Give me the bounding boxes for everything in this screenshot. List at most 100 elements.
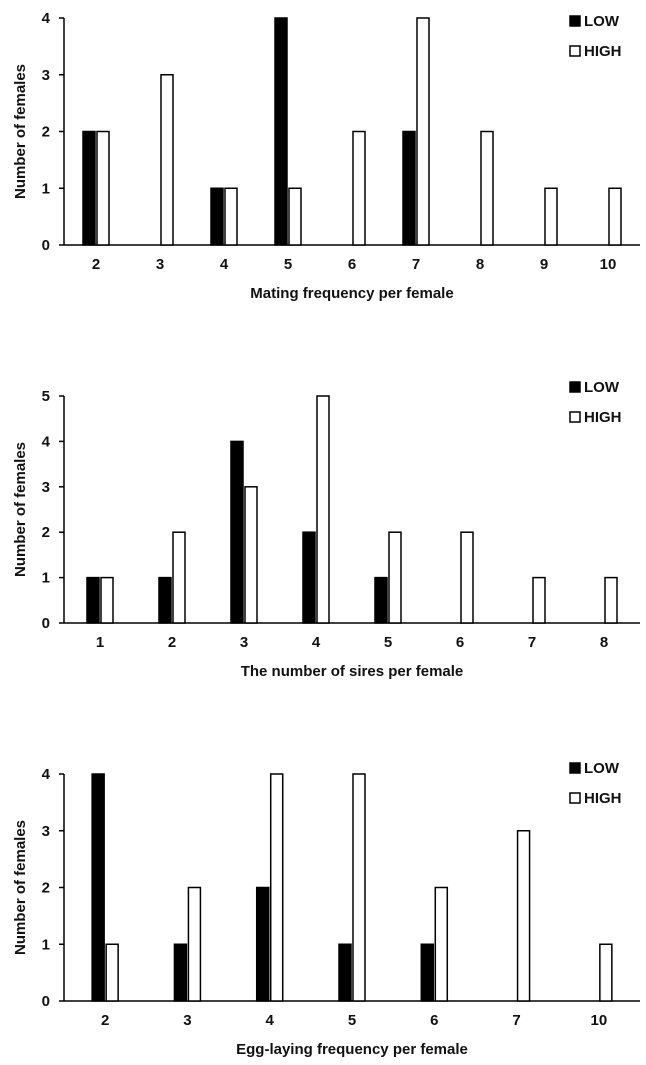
bar-high-3 [187, 886, 202, 1002]
x-tick-label: 1 [96, 634, 104, 651]
x-tick-label: 6 [348, 256, 356, 273]
bar-low-7 [402, 130, 416, 246]
bar-high-8 [480, 130, 494, 246]
bar-high-10 [608, 187, 622, 246]
bar-high-5 [352, 773, 366, 1002]
x-tick-label: 8 [476, 256, 484, 273]
bar-low-5 [374, 576, 388, 624]
y-tick-label: 3 [42, 823, 50, 840]
bar-high-7 [416, 17, 430, 246]
bar-high-6 [460, 531, 474, 624]
y-tick-label: 1 [42, 180, 50, 197]
y-tick-label: 2 [42, 524, 50, 541]
bar-high-1 [100, 576, 114, 624]
x-tick-label: 7 [512, 1012, 520, 1029]
y-axis-label: Number of females [12, 442, 29, 577]
x-tick-label: 6 [456, 634, 464, 651]
x-tick-label: 3 [156, 256, 164, 273]
x-tick-label: 2 [168, 634, 176, 651]
x-tick-label: 7 [528, 634, 536, 651]
y-axis-label: Number of females [12, 820, 29, 955]
bar-low-5 [274, 17, 288, 246]
legend-swatch-high [569, 792, 581, 804]
bar-high-8 [604, 576, 618, 624]
bar-low-6 [420, 943, 435, 1002]
x-tick-label: 4 [220, 256, 229, 273]
bar-high-3 [244, 486, 258, 624]
y-axis-label: Number of females [12, 64, 29, 199]
bar-high-5 [388, 531, 402, 624]
y-tick-label: 2 [42, 880, 50, 897]
bar-high-2 [105, 943, 119, 1002]
legend-swatch-high [569, 45, 581, 57]
bar-low-2 [91, 773, 105, 1002]
x-tick-label: 7 [412, 256, 420, 273]
x-axis-label: The number of sires per female [241, 663, 464, 680]
bar-high-3 [160, 74, 174, 246]
bar-high-5 [288, 187, 302, 246]
x-tick-label: 5 [284, 256, 292, 273]
y-tick-label: 1 [42, 936, 50, 953]
x-tick-label: 5 [348, 1012, 356, 1029]
legend-label-high: HIGH [584, 790, 622, 807]
bar-low-4 [210, 187, 224, 246]
y-tick-label: 3 [42, 67, 50, 84]
legend-swatch-high [569, 411, 581, 423]
y-tick-label: 0 [42, 237, 50, 254]
x-tick-label: 2 [101, 1012, 109, 1029]
y-tick-label: 4 [42, 433, 51, 450]
legend-label-high: HIGH [584, 409, 622, 426]
bar-high-6 [434, 886, 449, 1002]
bar-high-2 [172, 531, 186, 624]
bar-high-10 [599, 943, 613, 1002]
x-axis-label: Egg-laying frequency per female [236, 1041, 468, 1058]
x-tick-label: 6 [430, 1012, 438, 1029]
chart-egg-laying-frequency: 0 1 2 3 4 Number of females 2 3 4 5 6 7 10 Egg-laying… [12, 760, 640, 1058]
bar-low-3 [173, 943, 188, 1002]
legend-label-low: LOW [584, 379, 620, 396]
x-tick-label: 8 [600, 634, 608, 651]
bar-high-4 [224, 187, 238, 246]
x-tick-label: 10 [591, 1012, 608, 1029]
legend-label-low: LOW [584, 13, 620, 30]
bar-high-7 [516, 830, 531, 1002]
legend-label-low: LOW [584, 760, 620, 777]
legend-label-high: HIGH [584, 43, 622, 60]
x-tick-label: 3 [183, 1012, 191, 1029]
bar-high-9 [544, 187, 558, 246]
bar-low-2 [158, 576, 172, 624]
y-tick-label: 4 [42, 766, 51, 783]
y-tick-label: 5 [42, 388, 50, 405]
bar-high-7 [532, 576, 546, 624]
x-tick-label: 9 [540, 256, 548, 273]
y-tick-label: 0 [42, 615, 50, 632]
bar-high-4 [269, 773, 284, 1002]
x-tick-label: 4 [266, 1012, 275, 1029]
x-tick-label: 2 [92, 256, 100, 273]
bar-low-5 [338, 943, 352, 1002]
x-tick-label: 4 [312, 634, 321, 651]
legend-swatch-low [569, 762, 581, 774]
y-tick-label: 2 [42, 124, 50, 141]
legend-swatch-low [569, 381, 581, 393]
bar-low-3 [230, 440, 244, 624]
bar-high-6 [352, 130, 366, 246]
x-axis-label: Mating frequency per female [250, 285, 453, 302]
bar-low-4 [255, 886, 270, 1002]
y-tick-label: 1 [42, 570, 50, 587]
y-tick-label: 0 [42, 993, 50, 1010]
x-tick-label: 10 [600, 256, 617, 273]
x-tick-label: 5 [384, 634, 392, 651]
y-tick-label: 3 [42, 479, 50, 496]
chart-mating-frequency: 0 1 2 3 4 Number of females 2 3 4 5 6 7 8 9 10 Mating f… [12, 10, 640, 302]
y-tick-label: 4 [42, 10, 51, 27]
bar-high-4 [316, 395, 330, 624]
legend-swatch-low [569, 15, 581, 27]
bar-low-2 [82, 130, 96, 246]
bar-low-4 [302, 531, 316, 624]
x-tick-label: 3 [240, 634, 248, 651]
chart-sires-count: 0 1 2 3 4 5 Number of females 1 2 3 4 5 6 7 8 The numbe… [12, 379, 640, 680]
bar-high-2 [96, 130, 110, 246]
bar-low-1 [86, 576, 100, 624]
